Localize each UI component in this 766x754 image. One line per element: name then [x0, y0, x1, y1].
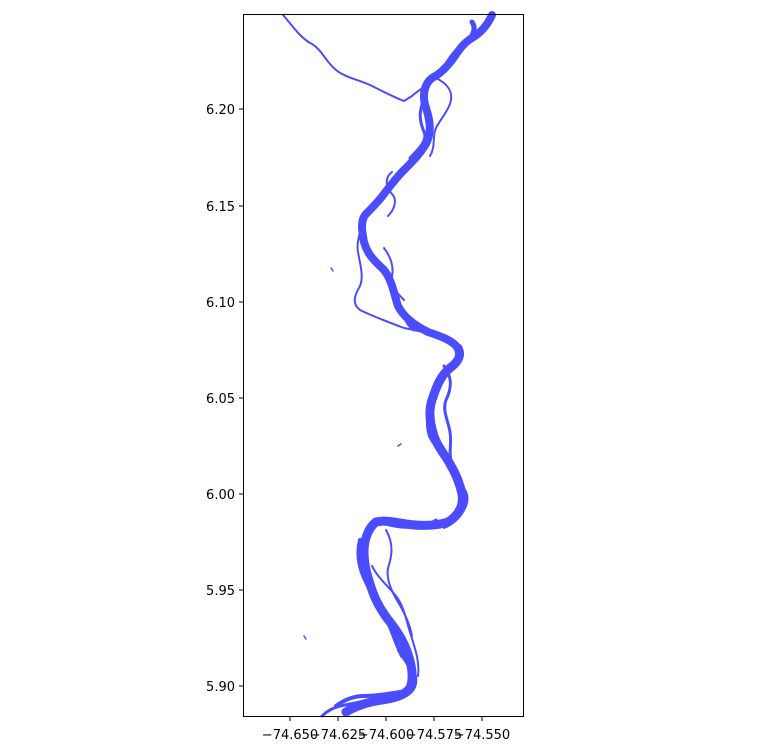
small-water-body-3: [303, 635, 307, 640]
y-tick: 6.10: [206, 296, 243, 311]
small-water-body-2: [397, 443, 402, 447]
y-tick-label: 6.10: [206, 296, 235, 311]
river-branch-left-loop: [353, 209, 433, 335]
x-tick-label: −74.600: [358, 728, 414, 743]
river-branch-lower-f: [334, 690, 402, 708]
river-branch-lower-d: [393, 647, 418, 701]
y-tick: 6.00: [206, 488, 243, 503]
river-branch-mid-a: [364, 244, 416, 332]
y-tick-label: 5.90: [206, 680, 235, 695]
river-branch-middle-c: [443, 479, 469, 529]
y-axis: 5.90 5.95 6.00 6.05 6.10 6.15 6.20: [206, 103, 243, 695]
river-main-lower: [341, 517, 417, 717]
x-tick: −74.650: [262, 717, 318, 743]
y-tick: 6.15: [206, 200, 243, 215]
x-axis: −74.650 −74.625 −74.600 −74.575 −74.550: [262, 717, 510, 743]
y-tick-label: 6.05: [206, 392, 235, 407]
x-tick-label: −74.650: [262, 728, 318, 743]
x-tick: −74.625: [310, 717, 366, 743]
river-branch-lower-a: [356, 538, 404, 658]
river-branch-lower-c: [371, 565, 420, 677]
river-branch-lower-e: [320, 698, 372, 718]
y-tick: 6.20: [206, 103, 243, 118]
river-tributary-upper: [282, 14, 433, 102]
y-tick: 6.05: [206, 392, 243, 407]
x-tick: −74.575: [406, 717, 462, 743]
river-branch-mid-b: [383, 247, 405, 301]
river-branch-middle-a: [442, 364, 454, 466]
river-main-upper: [358, 11, 496, 352]
x-tick-label: −74.550: [454, 728, 510, 743]
river-branch-upper-a: [441, 19, 477, 71]
y-tick: 5.95: [206, 584, 243, 599]
river-branch-middle-d: [384, 518, 438, 529]
river-branch-upper-b: [429, 77, 453, 157]
river-branch-upper-d: [385, 171, 396, 217]
y-tick-label: 6.00: [206, 488, 235, 503]
y-tick-label: 6.15: [206, 200, 235, 215]
x-tick: −74.600: [358, 717, 414, 743]
axes-frame: [243, 14, 524, 717]
map-plot-area: [282, 11, 496, 718]
y-tick-label: 6.20: [206, 103, 235, 118]
river-branch-upper-c: [408, 98, 427, 160]
x-tick-label: −74.575: [406, 728, 462, 743]
river-channels: [282, 11, 496, 718]
x-tick: −74.550: [454, 717, 510, 743]
river-branch-middle-b: [425, 398, 448, 462]
x-tick-label: −74.625: [310, 728, 366, 743]
y-tick-label: 5.95: [206, 584, 235, 599]
small-water-body-1: [330, 267, 334, 272]
y-tick: 5.90: [206, 680, 243, 695]
